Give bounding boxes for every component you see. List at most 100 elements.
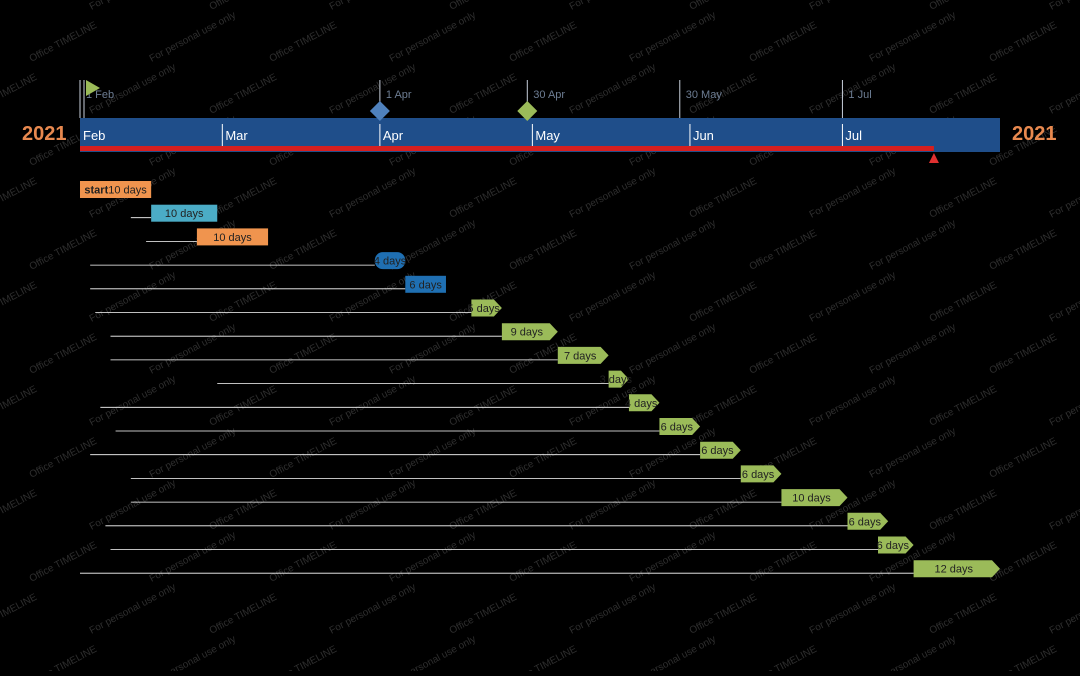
tick-label: 30 Apr	[533, 89, 565, 101]
task-label: 6 days	[877, 540, 910, 552]
watermark-text: Office TIMELINE	[0, 176, 39, 221]
watermark-text: Office TIMELINE	[928, 280, 999, 325]
task-bar	[878, 536, 914, 554]
watermark-text: Office TIMELINE	[208, 384, 279, 429]
task-bar	[405, 275, 446, 293]
progress-red-bar	[80, 146, 934, 151]
watermark-text: For personal use only	[148, 10, 238, 65]
task-label: 4 days	[625, 398, 658, 410]
watermark-text: Office TIMELINE	[508, 228, 579, 273]
watermark-text: For personal use only	[808, 270, 898, 325]
task-label: 9 days	[511, 327, 544, 339]
watermark-text: For personal use only	[328, 478, 418, 533]
watermark-text: For personal use only	[88, 374, 178, 429]
watermark-text: Office TIMELINE	[448, 176, 519, 221]
top-ticks: 1 Feb 1 Apr 30 Apr 30 May 1 Jul	[79, 80, 872, 118]
task-label: 12 days	[935, 564, 974, 576]
watermark-text: Office TIMELINE	[268, 20, 339, 65]
watermark-text: For personal use only	[568, 270, 658, 325]
watermark-text: Office TIMELINE	[28, 332, 99, 377]
today-marker	[928, 153, 939, 163]
watermark-text: Office TIMELINE	[688, 592, 759, 637]
task-bar	[80, 181, 152, 198]
task-bar	[151, 204, 218, 222]
watermark-text: For personal use only	[868, 218, 958, 273]
diamond-milestone	[369, 101, 390, 121]
watermark-text: For personal use only	[148, 322, 238, 377]
watermark-text: For personal use only	[628, 322, 718, 377]
watermark-text: Office TIMELINE	[748, 20, 819, 65]
task-label: 6 days	[661, 422, 694, 434]
watermark-text: Office TIMELINE	[988, 644, 1059, 671]
month-label: May	[535, 128, 560, 143]
task-label: 6 days	[849, 516, 882, 528]
watermark-text: Office TIMELINE	[0, 280, 39, 325]
watermark-text: For personal use only	[88, 270, 178, 325]
watermark-text: For personal use only	[148, 530, 238, 585]
watermark-text: Office TIMELINE	[28, 20, 99, 65]
watermark-text: For personal use only	[568, 582, 658, 637]
watermark-text: Office TIMELINE	[748, 644, 819, 671]
watermark-text: Office TIMELINE	[928, 0, 999, 13]
watermark-text: For personal use only	[328, 166, 418, 221]
watermark-text: For personal use only	[388, 322, 478, 377]
watermark-text: Office TIMELINE	[508, 540, 579, 585]
task-label: 10 days	[792, 493, 831, 505]
tick-label: 30 May	[686, 89, 723, 101]
watermark-text: For personal use only	[1048, 582, 1080, 637]
tick-label: 1 Jul	[848, 89, 871, 101]
watermark-text: Office TIMELINE	[508, 20, 579, 65]
watermark-text: For personal use only	[868, 634, 958, 671]
watermark-text: For personal use only	[1048, 0, 1080, 13]
watermark-text: Office TIMELINE	[28, 540, 99, 585]
watermark-text: For personal use only	[1048, 478, 1080, 533]
watermark-text: For personal use only	[868, 426, 958, 481]
month-label: Feb	[83, 128, 105, 143]
task-bar	[913, 560, 1000, 578]
watermark-text: For personal use only	[388, 10, 478, 65]
watermark-text: For personal use only	[328, 582, 418, 637]
watermark-text: Office TIMELINE	[748, 228, 819, 273]
task-label: 7 days	[564, 350, 597, 362]
task-label-rest: 10 days	[108, 185, 147, 197]
milestones	[83, 80, 538, 121]
watermark-text: Office TIMELINE	[268, 228, 339, 273]
year-label-left: 2021	[22, 123, 67, 145]
watermark-text: Office TIMELINE	[448, 384, 519, 429]
watermark-text: Office TIMELINE	[268, 644, 339, 671]
diamond-milestone	[517, 101, 538, 121]
watermark-text: Office TIMELINE	[448, 592, 519, 637]
task-bar	[471, 299, 502, 317]
watermark-text: Office TIMELINE	[988, 20, 1059, 65]
watermark-text: For personal use only	[808, 0, 898, 13]
watermark-text: For personal use only	[1048, 62, 1080, 117]
watermark-text: For personal use only	[628, 530, 718, 585]
task-label: 6 days	[409, 279, 442, 291]
task-bar	[740, 465, 782, 483]
year-label-right: 2021	[1012, 123, 1057, 145]
watermark-text: Office TIMELINE	[0, 0, 39, 13]
watermark-text: Office TIMELINE	[0, 488, 39, 533]
watermark-text: Office TIMELINE	[208, 176, 279, 221]
watermark-text: Office TIMELINE	[28, 644, 99, 671]
watermark-text: For personal use only	[628, 634, 718, 671]
watermark-text: Office TIMELINE	[0, 592, 39, 637]
watermark-text: Office TIMELINE	[748, 332, 819, 377]
watermark-text: Office TIMELINE	[28, 436, 99, 481]
watermark-text: Office TIMELINE	[748, 540, 819, 585]
task-bar	[700, 441, 741, 459]
watermark-text: Office TIMELINE	[208, 72, 279, 117]
timescale-band: Feb Mar Apr May Jun Jul	[80, 118, 1000, 163]
task-label: 6 days	[701, 445, 734, 457]
watermark-text: For personal use only	[568, 0, 658, 13]
watermark-text: Office TIMELINE	[448, 72, 519, 117]
task-bar	[557, 346, 609, 364]
watermark-text: For personal use only	[568, 478, 658, 533]
watermark-text: For personal use only	[568, 166, 658, 221]
task-bar	[608, 370, 629, 388]
watermark-text: For personal use only	[148, 426, 238, 481]
tick-label: 1 Apr	[386, 89, 412, 101]
watermark-text: For personal use only	[88, 478, 178, 533]
